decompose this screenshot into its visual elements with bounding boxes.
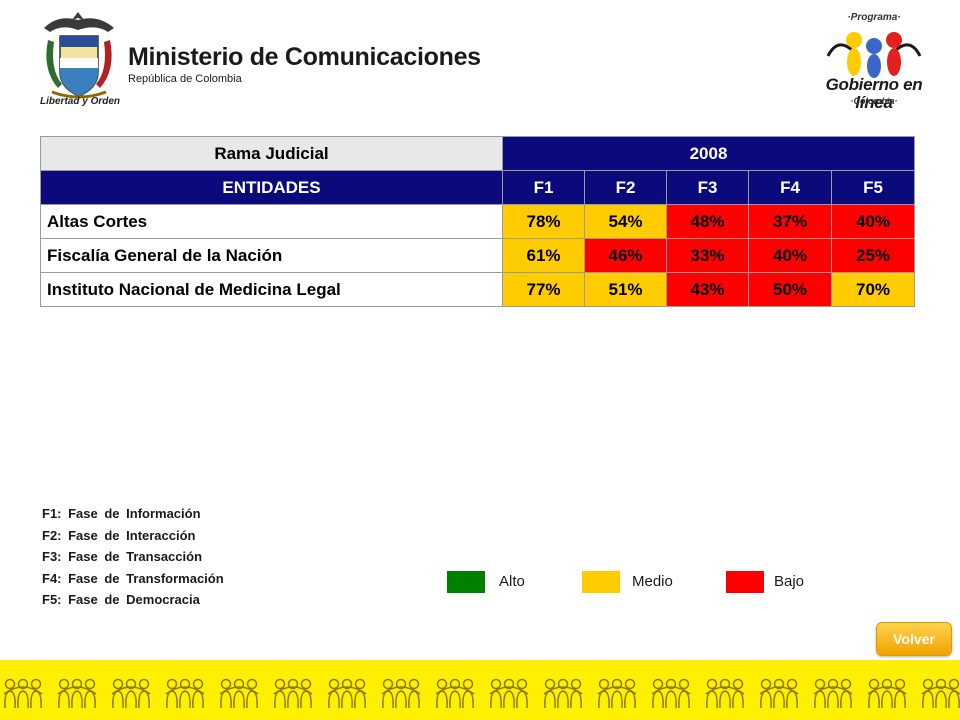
people-group-icon [3, 678, 43, 709]
table-title: Rama Judicial [40, 136, 503, 171]
people-group-icon [381, 678, 421, 709]
people-group-icon [273, 678, 313, 709]
program-label: ·Programa· [847, 12, 901, 23]
legend-swatch [582, 571, 620, 593]
people-group-icon [651, 678, 691, 709]
legend-swatch [447, 571, 485, 593]
score-cell: 37% [748, 204, 832, 239]
column-header: F2 [584, 170, 667, 205]
column-header: F5 [831, 170, 915, 205]
column-header: F3 [666, 170, 749, 205]
column-header: F4 [748, 170, 832, 205]
table-row: Altas Cortes 78% 54% 48% 37% 40% [40, 204, 915, 239]
people-group-icon [165, 678, 205, 709]
phase-legend: F1: Fase de Información F2: Fase de Inte… [42, 503, 224, 611]
score-cell: 78% [502, 204, 585, 239]
column-header: ENTIDADES [40, 170, 503, 205]
phase-item: F4: Fase de Transformación [42, 570, 224, 586]
people-group-icon [813, 678, 853, 709]
score-cell: 43% [666, 272, 749, 307]
people-figures-icon [826, 32, 922, 78]
program-name: Gobierno en línea [825, 75, 923, 112]
people-group-icon [705, 678, 745, 709]
motto: Libertad y Orden [40, 96, 121, 107]
phase-item: F5: Fase de Democracia [42, 592, 200, 607]
entity-name: Fiscalía General de la Nación [40, 238, 503, 273]
results-table: Rama Judicial 2008 ENTIDADES F1 F2 F3 F4… [40, 136, 915, 307]
table-title-row: Rama Judicial 2008 [40, 136, 915, 171]
people-group-icon [327, 678, 367, 709]
people-group-icon [759, 678, 799, 709]
ministry-name: Ministerio de Comunicaciones [128, 43, 481, 71]
ministry-logo: Libertad y Orden Ministerio de Comunicac… [36, 10, 481, 115]
table-row: Instituto Nacional de Medicina Legal 77%… [40, 272, 915, 307]
people-group-icon [921, 678, 960, 709]
phase-item: F2: Fase de Interacción [42, 527, 196, 543]
phase-item: F3: Fase de Transacción [42, 549, 203, 564]
score-cell: 54% [584, 204, 667, 239]
score-cell: 33% [666, 238, 749, 273]
score-cell: 25% [831, 238, 915, 273]
entity-name: Instituto Nacional de Medicina Legal [40, 272, 503, 307]
gobierno-en-linea-logo: ·Programa· Gobierno en línea ·Colombia· [814, 10, 934, 112]
legend-swatch [726, 571, 764, 593]
people-group-icon [57, 678, 97, 709]
score-cell: 48% [666, 204, 749, 239]
score-cell: 40% [831, 204, 915, 239]
score-cell: 61% [502, 238, 585, 273]
score-cell: 40% [748, 238, 832, 273]
people-group-icon [219, 678, 259, 709]
phase-item: F1: Fase de Información [42, 506, 201, 521]
people-group-icon [543, 678, 583, 709]
score-cell: 51% [584, 272, 667, 307]
legend-label: Alto [499, 573, 525, 590]
ministry-country: República de Colombia [128, 73, 242, 85]
program-country: ·Colombia· [850, 96, 898, 106]
score-cell: 77% [502, 272, 585, 307]
footer-band [0, 660, 960, 720]
score-cell: 70% [831, 272, 915, 307]
people-group-icon [435, 678, 475, 709]
coat-of-arms-icon [44, 12, 114, 99]
people-group-icon [867, 678, 907, 709]
people-pattern-icon [3, 678, 960, 709]
score-cell: 50% [748, 272, 832, 307]
legend-label: Medio [632, 573, 673, 590]
people-group-icon [597, 678, 637, 709]
volver-button[interactable]: Volver [876, 622, 952, 656]
table-header-row: ENTIDADES F1 F2 F3 F4 F5 [40, 170, 915, 205]
legend-label: Bajo [774, 573, 805, 590]
entity-name: Altas Cortes [40, 204, 503, 239]
table-row: Fiscalía General de la Nación 61% 46% 33… [40, 238, 915, 273]
people-group-icon [111, 678, 151, 709]
people-group-icon [489, 678, 529, 709]
column-header: F1 [502, 170, 585, 205]
table-year: 2008 [502, 136, 915, 171]
score-cell: 46% [584, 238, 667, 273]
